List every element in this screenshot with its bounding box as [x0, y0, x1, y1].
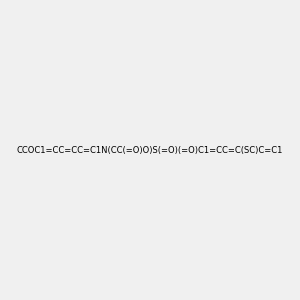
Text: CCOC1=CC=CC=C1N(CC(=O)O)S(=O)(=O)C1=CC=C(SC)C=C1: CCOC1=CC=CC=C1N(CC(=O)O)S(=O)(=O)C1=CC=C… [17, 146, 283, 154]
